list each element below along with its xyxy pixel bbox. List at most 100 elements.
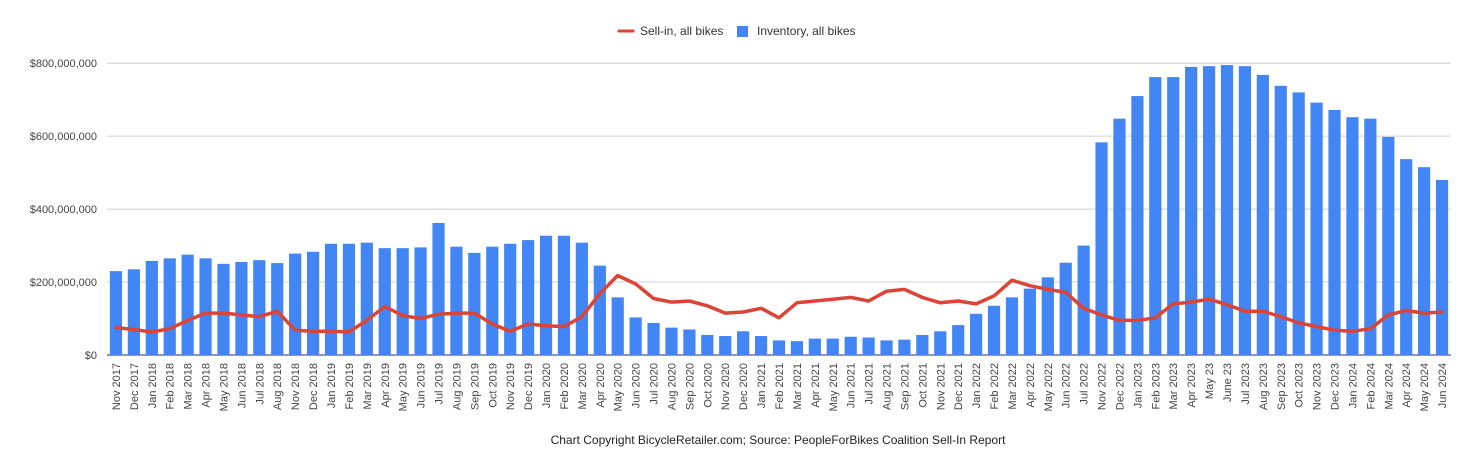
sell-in-point[interactable] — [741, 310, 745, 314]
inventory-bar[interactable] — [844, 336, 857, 355]
sell-in-point[interactable] — [275, 309, 279, 313]
sell-in-point[interactable] — [347, 330, 351, 334]
inventory-bar[interactable] — [289, 253, 302, 355]
inventory-bar[interactable] — [342, 243, 356, 355]
inventory-bar[interactable] — [1167, 77, 1180, 355]
inventory-bar[interactable] — [306, 251, 320, 355]
inventory-bar[interactable] — [701, 334, 714, 355]
sell-in-point[interactable] — [705, 304, 709, 308]
sell-in-point[interactable] — [1350, 329, 1354, 333]
sell-in-point[interactable] — [1010, 278, 1014, 282]
inventory-bar[interactable] — [181, 254, 194, 355]
inventory-bar[interactable] — [575, 242, 588, 355]
inventory-bar[interactable] — [719, 336, 732, 355]
sell-in-point[interactable] — [1225, 303, 1229, 307]
inventory-bar[interactable] — [898, 339, 911, 355]
inventory-bar[interactable] — [683, 329, 696, 355]
inventory-bar[interactable] — [1131, 96, 1144, 355]
sell-in-point[interactable] — [902, 287, 906, 291]
inventory-bar[interactable] — [808, 338, 821, 355]
sell-in-point[interactable] — [1153, 316, 1157, 320]
sell-in-point[interactable] — [114, 326, 118, 330]
sell-in-point[interactable] — [759, 306, 763, 310]
sell-in-point[interactable] — [472, 311, 476, 315]
sell-in-point[interactable] — [1171, 302, 1175, 306]
inventory-bar[interactable] — [1095, 142, 1108, 355]
sell-in-point[interactable] — [956, 299, 960, 303]
inventory-bar[interactable] — [1364, 118, 1377, 355]
sell-in-point[interactable] — [1422, 311, 1426, 315]
sell-in-point[interactable] — [204, 311, 208, 315]
inventory-bar[interactable] — [629, 317, 642, 355]
inventory-bar[interactable] — [826, 338, 839, 355]
inventory-bar[interactable] — [737, 331, 750, 355]
inventory-bar[interactable] — [934, 331, 947, 355]
sell-in-point[interactable] — [1368, 327, 1372, 331]
inventory-bar[interactable] — [754, 336, 768, 355]
inventory-bar[interactable] — [145, 260, 158, 355]
sell-in-point[interactable] — [383, 304, 387, 308]
inventory-bar[interactable] — [1292, 92, 1305, 355]
inventory-bar[interactable] — [235, 262, 248, 355]
inventory-bar[interactable] — [970, 313, 983, 355]
inventory-bar[interactable] — [916, 334, 929, 355]
sell-in-point[interactable] — [454, 311, 458, 315]
inventory-bar[interactable] — [468, 252, 481, 355]
sell-in-point[interactable] — [634, 282, 638, 286]
sell-in-point[interactable] — [1207, 297, 1211, 301]
sell-in-point[interactable] — [1189, 300, 1193, 304]
sell-in-point[interactable] — [168, 327, 172, 331]
sell-in-point[interactable] — [831, 297, 835, 301]
sell-in-point[interactable] — [1064, 290, 1068, 294]
inventory-bar[interactable] — [1041, 277, 1054, 355]
sell-in-point[interactable] — [1082, 306, 1086, 310]
sell-in-point[interactable] — [1315, 325, 1319, 329]
sell-in-point[interactable] — [508, 329, 512, 333]
inventory-bar[interactable] — [1023, 288, 1036, 355]
inventory-bar[interactable] — [611, 297, 624, 355]
sell-in-point[interactable] — [813, 299, 817, 303]
inventory-bar[interactable] — [593, 265, 606, 355]
inventory-bar[interactable] — [1274, 85, 1287, 356]
sell-in-point[interactable] — [150, 330, 154, 334]
inventory-bar[interactable] — [1382, 136, 1395, 355]
sell-in-point[interactable] — [777, 316, 781, 320]
legend-item-sell-in[interactable]: Sell-in, all bikes — [617, 24, 723, 38]
sell-in-point[interactable] — [652, 296, 656, 300]
sell-in-point[interactable] — [795, 301, 799, 305]
inventory-bar[interactable] — [486, 246, 499, 355]
inventory-bar[interactable] — [1185, 66, 1198, 355]
inventory-bar[interactable] — [1435, 179, 1449, 355]
inventory-bar[interactable] — [557, 235, 571, 355]
sell-in-point[interactable] — [329, 329, 333, 333]
inventory-bar[interactable] — [1328, 109, 1341, 355]
sell-in-point[interactable] — [1279, 315, 1283, 319]
inventory-bar[interactable] — [504, 243, 517, 355]
inventory-bar[interactable] — [253, 260, 266, 355]
inventory-bar[interactable] — [1005, 297, 1019, 355]
inventory-bar[interactable] — [1113, 118, 1126, 355]
inventory-bar[interactable] — [1077, 245, 1090, 355]
sell-in-point[interactable] — [311, 329, 315, 333]
inventory-bar[interactable] — [324, 243, 338, 355]
inventory-bar[interactable] — [1418, 167, 1431, 355]
inventory-bar[interactable] — [163, 258, 176, 355]
sell-in-point[interactable] — [526, 322, 530, 326]
sell-in-point[interactable] — [1117, 318, 1121, 322]
inventory-bar[interactable] — [1310, 102, 1323, 355]
inventory-bar[interactable] — [987, 305, 1001, 355]
inventory-bar[interactable] — [1400, 159, 1413, 355]
sell-in-point[interactable] — [867, 299, 871, 303]
inventory-bar[interactable] — [1202, 66, 1216, 355]
sell-in-point[interactable] — [580, 315, 584, 319]
sell-in-point[interactable] — [239, 313, 243, 317]
inventory-bar[interactable] — [665, 327, 678, 355]
inventory-bar[interactable] — [862, 337, 875, 355]
inventory-bar[interactable] — [1149, 77, 1162, 355]
sell-in-point[interactable] — [544, 324, 548, 328]
sell-in-point[interactable] — [1261, 309, 1265, 313]
inventory-bar[interactable] — [396, 248, 409, 355]
inventory-bar[interactable] — [199, 258, 212, 355]
sell-in-point[interactable] — [669, 300, 673, 304]
sell-in-point[interactable] — [885, 289, 889, 293]
